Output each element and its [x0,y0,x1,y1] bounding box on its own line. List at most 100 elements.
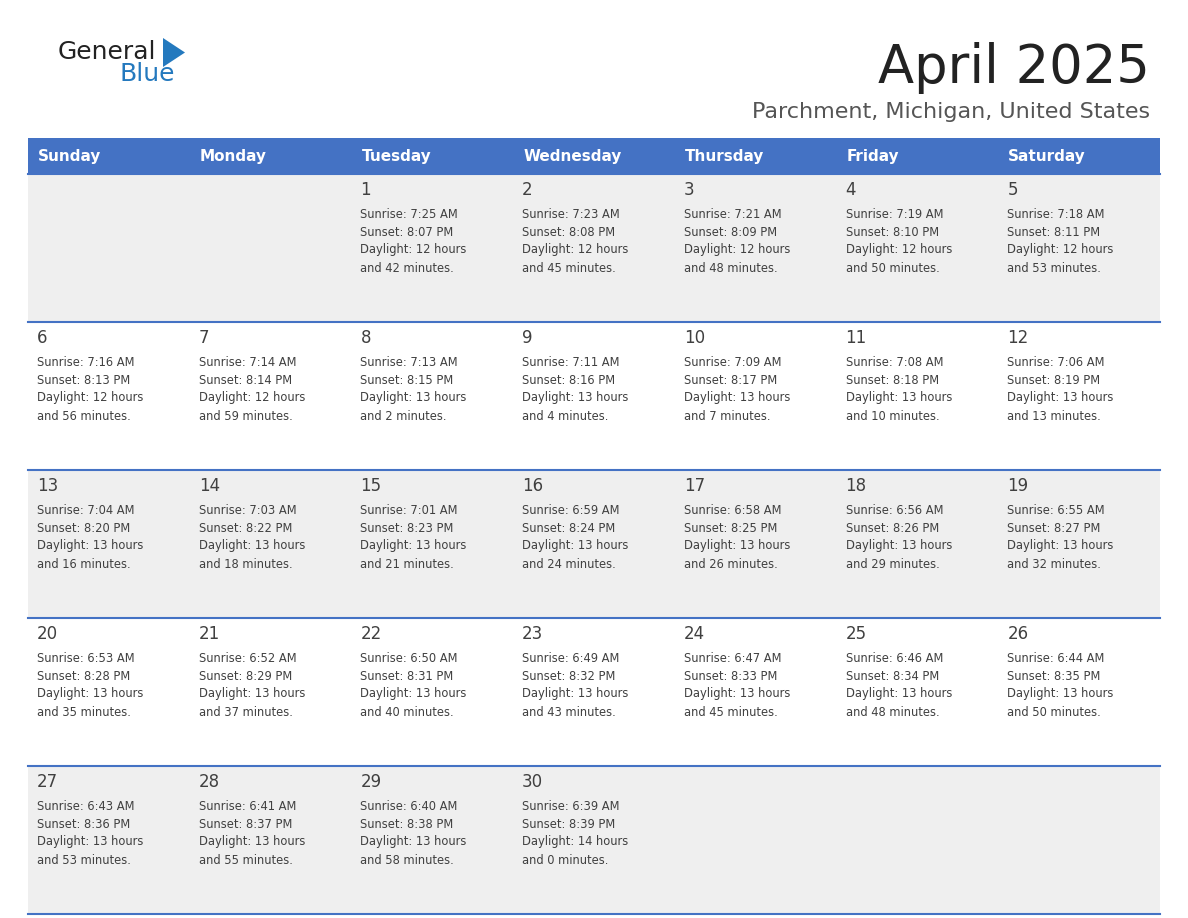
Text: Sunset: 8:19 PM: Sunset: 8:19 PM [1007,374,1100,386]
Text: 24: 24 [684,625,704,643]
Text: 29: 29 [360,773,381,791]
Text: Sunrise: 6:56 AM: Sunrise: 6:56 AM [846,503,943,517]
Text: Daylight: 12 hours: Daylight: 12 hours [198,391,305,405]
Text: 15: 15 [360,477,381,495]
Text: Sunset: 8:28 PM: Sunset: 8:28 PM [37,669,131,682]
Text: Sunset: 8:36 PM: Sunset: 8:36 PM [37,818,131,831]
Text: 10: 10 [684,329,704,347]
Text: Sunset: 8:24 PM: Sunset: 8:24 PM [523,521,615,534]
Text: Sunset: 8:10 PM: Sunset: 8:10 PM [846,226,939,239]
Text: and 56 minutes.: and 56 minutes. [37,409,131,422]
Text: and 21 minutes.: and 21 minutes. [360,557,454,570]
Text: Sunset: 8:38 PM: Sunset: 8:38 PM [360,818,454,831]
Bar [29,766,1159,914]
Text: 9: 9 [523,329,532,347]
Text: Sunrise: 7:08 AM: Sunrise: 7:08 AM [846,355,943,368]
Bar [29,322,1159,470]
Text: Saturday: Saturday [1009,149,1086,163]
Text: Sunset: 8:08 PM: Sunset: 8:08 PM [523,226,615,239]
Text: Sunday: Sunday [38,149,101,163]
Text: Sunset: 8:16 PM: Sunset: 8:16 PM [523,374,615,386]
Text: Sunrise: 7:13 AM: Sunrise: 7:13 AM [360,355,459,368]
Text: and 37 minutes.: and 37 minutes. [198,706,292,719]
Text: Sunset: 8:33 PM: Sunset: 8:33 PM [684,669,777,682]
Text: and 40 minutes.: and 40 minutes. [360,706,454,719]
Text: and 55 minutes.: and 55 minutes. [198,854,292,867]
Text: Sunrise: 7:11 AM: Sunrise: 7:11 AM [523,355,620,368]
Text: and 10 minutes.: and 10 minutes. [846,409,940,422]
Text: Daylight: 13 hours: Daylight: 13 hours [360,391,467,405]
Text: Sunset: 8:35 PM: Sunset: 8:35 PM [1007,669,1100,682]
Text: 30: 30 [523,773,543,791]
Text: Sunrise: 6:59 AM: Sunrise: 6:59 AM [523,503,620,517]
Text: 25: 25 [846,625,867,643]
Text: Sunrise: 7:14 AM: Sunrise: 7:14 AM [198,355,296,368]
Text: 8: 8 [360,329,371,347]
Text: Sunset: 8:13 PM: Sunset: 8:13 PM [37,374,131,386]
Text: Sunset: 8:09 PM: Sunset: 8:09 PM [684,226,777,239]
Text: Sunrise: 7:01 AM: Sunrise: 7:01 AM [360,503,457,517]
Text: Daylight: 13 hours: Daylight: 13 hours [360,835,467,848]
Text: Sunrise: 7:04 AM: Sunrise: 7:04 AM [37,503,134,517]
Text: Tuesday: Tuesday [361,149,431,163]
Text: 26: 26 [1007,625,1029,643]
Text: 2: 2 [523,181,532,199]
Text: 5: 5 [1007,181,1018,199]
Text: Daylight: 13 hours: Daylight: 13 hours [360,540,467,553]
Text: Sunrise: 7:03 AM: Sunrise: 7:03 AM [198,503,296,517]
Text: 4: 4 [846,181,857,199]
Text: 12: 12 [1007,329,1029,347]
Text: Daylight: 13 hours: Daylight: 13 hours [37,540,144,553]
Text: Daylight: 13 hours: Daylight: 13 hours [198,688,305,700]
Text: and 58 minutes.: and 58 minutes. [360,854,454,867]
Text: Daylight: 12 hours: Daylight: 12 hours [684,243,790,256]
Text: Sunrise: 6:53 AM: Sunrise: 6:53 AM [37,652,134,665]
Text: Sunset: 8:22 PM: Sunset: 8:22 PM [198,521,292,534]
Text: Sunrise: 6:43 AM: Sunrise: 6:43 AM [37,800,134,812]
Text: and 32 minutes.: and 32 minutes. [1007,557,1101,570]
Text: and 43 minutes.: and 43 minutes. [523,706,615,719]
Text: Daylight: 13 hours: Daylight: 13 hours [198,835,305,848]
Text: Daylight: 13 hours: Daylight: 13 hours [846,688,952,700]
Text: Sunset: 8:17 PM: Sunset: 8:17 PM [684,374,777,386]
Text: Daylight: 13 hours: Daylight: 13 hours [523,391,628,405]
Text: and 53 minutes.: and 53 minutes. [1007,262,1101,274]
Text: 13: 13 [37,477,58,495]
Text: Daylight: 12 hours: Daylight: 12 hours [523,243,628,256]
Text: 1: 1 [360,181,371,199]
Text: Blue: Blue [120,62,176,86]
Text: and 26 minutes.: and 26 minutes. [684,557,778,570]
Bar [29,470,1159,618]
Text: Daylight: 14 hours: Daylight: 14 hours [523,835,628,848]
Text: Sunrise: 7:09 AM: Sunrise: 7:09 AM [684,355,782,368]
Text: Parchment, Michigan, United States: Parchment, Michigan, United States [752,102,1150,122]
Text: Sunrise: 6:40 AM: Sunrise: 6:40 AM [360,800,457,812]
Text: 14: 14 [198,477,220,495]
Text: Sunset: 8:39 PM: Sunset: 8:39 PM [523,818,615,831]
Text: and 4 minutes.: and 4 minutes. [523,409,608,422]
Text: Sunrise: 6:55 AM: Sunrise: 6:55 AM [1007,503,1105,517]
Text: Sunset: 8:27 PM: Sunset: 8:27 PM [1007,521,1100,534]
Text: Sunrise: 6:49 AM: Sunrise: 6:49 AM [523,652,619,665]
Text: 21: 21 [198,625,220,643]
Text: Sunset: 8:15 PM: Sunset: 8:15 PM [360,374,454,386]
Text: 19: 19 [1007,477,1029,495]
Bar [29,174,1159,322]
Text: Sunrise: 6:52 AM: Sunrise: 6:52 AM [198,652,296,665]
Text: 20: 20 [37,625,58,643]
Text: Daylight: 13 hours: Daylight: 13 hours [684,391,790,405]
Text: and 13 minutes.: and 13 minutes. [1007,409,1101,422]
Text: Sunrise: 7:16 AM: Sunrise: 7:16 AM [37,355,134,368]
Text: Daylight: 13 hours: Daylight: 13 hours [37,688,144,700]
Text: 18: 18 [846,477,867,495]
Text: Sunset: 8:20 PM: Sunset: 8:20 PM [37,521,131,534]
Text: Sunset: 8:11 PM: Sunset: 8:11 PM [1007,226,1100,239]
Text: Daylight: 13 hours: Daylight: 13 hours [846,540,952,553]
Text: Daylight: 13 hours: Daylight: 13 hours [37,835,144,848]
Text: Sunset: 8:32 PM: Sunset: 8:32 PM [523,669,615,682]
Text: Sunset: 8:34 PM: Sunset: 8:34 PM [846,669,939,682]
Bar [29,138,1159,174]
Text: 17: 17 [684,477,704,495]
Text: Daylight: 13 hours: Daylight: 13 hours [1007,391,1113,405]
Text: and 16 minutes.: and 16 minutes. [37,557,131,570]
